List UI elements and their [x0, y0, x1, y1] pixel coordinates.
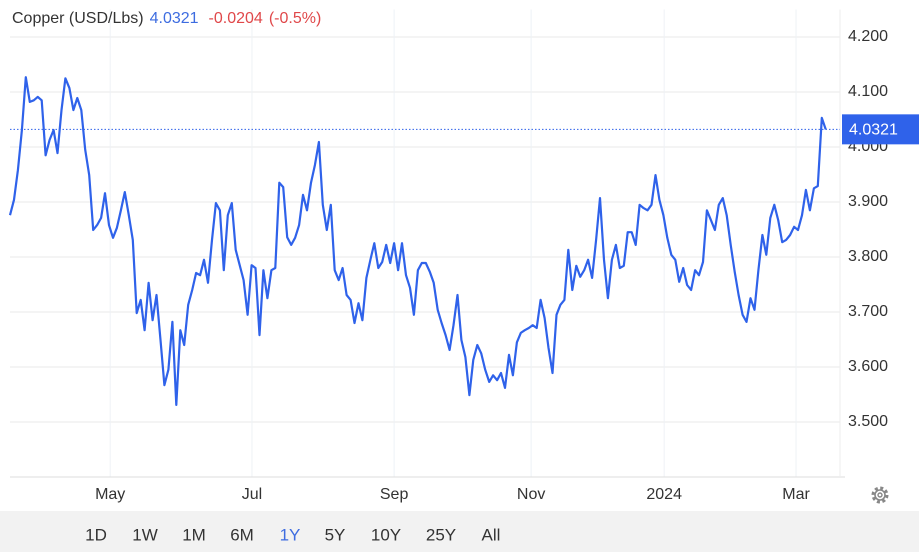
y-tick-label: 3.900	[848, 193, 888, 210]
x-tick-label: May	[95, 486, 125, 503]
chart-title: Copper (USD/Lbs) 4.0321 -0.0204 (-0.5%)	[12, 10, 321, 27]
x-tick-label: Nov	[517, 486, 545, 503]
y-tick-label: 3.800	[848, 248, 888, 265]
x-tick-label: Jul	[242, 486, 262, 503]
range-button[interactable]: 10Y	[371, 525, 401, 544]
x-tick-label: Mar	[782, 486, 810, 503]
range-button[interactable]: 25Y	[426, 525, 456, 544]
gear-body	[874, 489, 886, 501]
y-tick-label: 4.100	[848, 83, 888, 100]
last-price-label: 4.0321	[849, 122, 898, 139]
y-tick-label: 4.200	[848, 28, 888, 45]
gear-hole	[877, 492, 883, 498]
range-bar	[0, 511, 919, 552]
x-tick-label: 2024	[646, 486, 682, 503]
range-button[interactable]: 1D	[85, 525, 107, 544]
range-button[interactable]: 1W	[132, 525, 158, 544]
gear-teeth	[871, 486, 889, 504]
y-tick-label: 3.500	[848, 413, 888, 430]
last-price-badge	[842, 114, 919, 145]
change: -0.0204	[209, 10, 263, 27]
y-tick-label: 3.600	[848, 358, 888, 375]
y-tick-label: 3.700	[848, 303, 888, 320]
range-button[interactable]: 5Y	[325, 525, 346, 544]
change-pct: (-0.5%)	[269, 10, 321, 27]
last-price: 4.0321	[150, 10, 199, 27]
range-button[interactable]: 1Y	[280, 525, 301, 544]
title: Copper (USD/Lbs)	[12, 10, 144, 27]
range-button[interactable]: All	[482, 525, 501, 544]
settings-icon[interactable]	[871, 486, 889, 504]
x-tick-label: Sep	[380, 486, 409, 503]
price-line	[8, 76, 827, 406]
range-button[interactable]: 6M	[230, 525, 254, 544]
range-button[interactable]: 1M	[182, 525, 206, 544]
